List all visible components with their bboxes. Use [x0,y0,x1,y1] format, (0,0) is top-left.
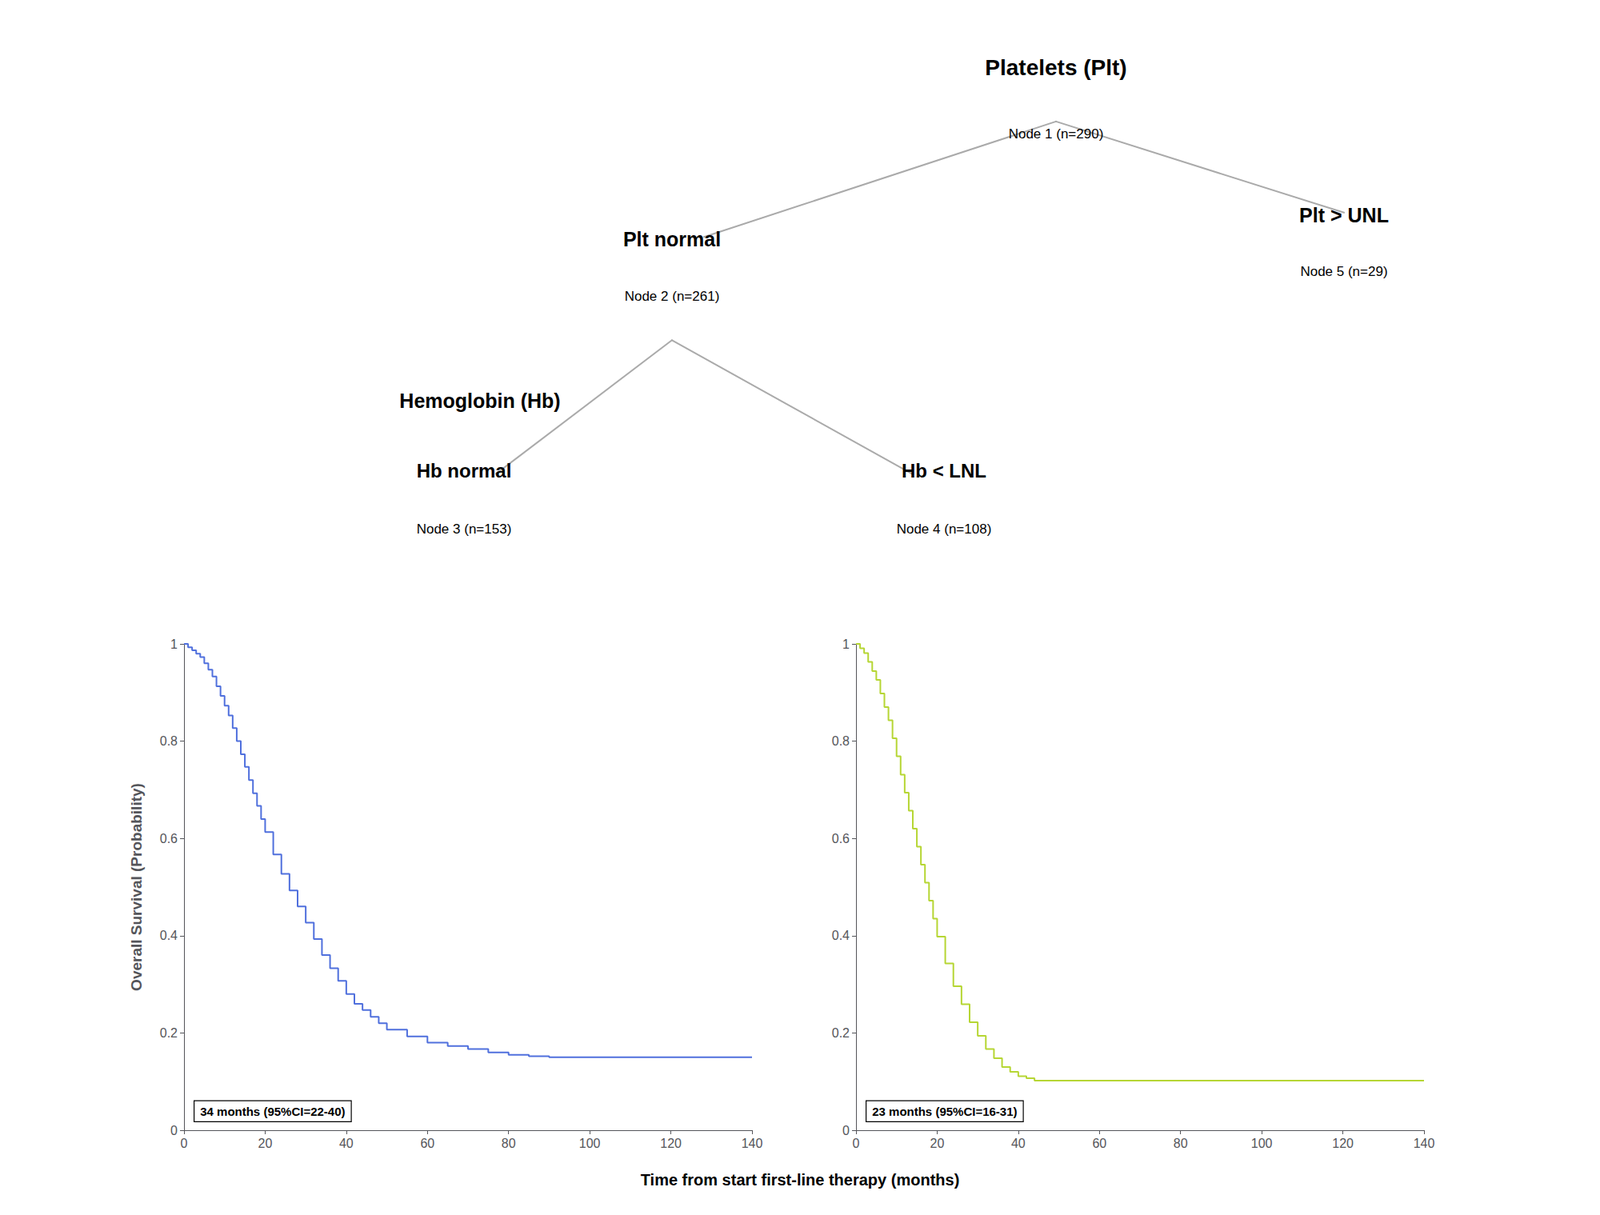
svg-text:0.6: 0.6 [832,832,850,846]
svg-text:20: 20 [930,1136,945,1151]
svg-text:80: 80 [501,1136,516,1151]
svg-text:0.8: 0.8 [832,734,850,748]
svg-text:120: 120 [660,1136,682,1151]
svg-text:20: 20 [258,1136,273,1151]
svg-text:0.4: 0.4 [160,928,178,943]
svg-text:100: 100 [1251,1136,1273,1151]
svg-text:0: 0 [842,1124,850,1138]
svg-text:0.2: 0.2 [832,1026,850,1040]
svg-text:0: 0 [852,1136,860,1151]
svg-text:Node 2 (n=261): Node 2 (n=261) [624,288,720,304]
svg-text:0: 0 [170,1124,178,1138]
svg-text:0.2: 0.2 [160,1026,178,1040]
svg-text:0.6: 0.6 [160,832,178,846]
svg-text:40: 40 [339,1136,354,1151]
svg-text:Node 4 (n=108): Node 4 (n=108) [896,521,992,537]
svg-text:100: 100 [579,1136,601,1151]
svg-text:0.8: 0.8 [160,734,178,748]
svg-text:0: 0 [180,1136,188,1151]
svg-text:Hb < LNL: Hb < LNL [901,460,987,482]
svg-text:120: 120 [1332,1136,1354,1151]
svg-text:Node 5 (n=29): Node 5 (n=29) [1300,264,1388,280]
svg-text:Hb normal: Hb normal [416,460,512,482]
svg-text:Plt > UNL: Plt > UNL [1299,204,1389,227]
svg-text:23 months (95%CI=16-31): 23 months (95%CI=16-31) [872,1104,1017,1119]
svg-text:40: 40 [1011,1136,1026,1151]
svg-text:1: 1 [170,637,178,652]
svg-text:34 months (95%CI=22-40): 34 months (95%CI=22-40) [200,1104,345,1119]
svg-text:Node 1 (n=290): Node 1 (n=290) [1008,126,1104,142]
svg-text:140: 140 [741,1136,764,1151]
svg-text:Platelets (Plt): Platelets (Plt) [984,55,1127,80]
svg-text:Node 3 (n=153): Node 3 (n=153) [416,521,512,537]
svg-text:Time from start first-line the: Time from start first-line therapy (mont… [640,1171,960,1189]
svg-text:0.4: 0.4 [832,928,850,943]
svg-text:Plt normal: Plt normal [623,228,721,251]
svg-text:60: 60 [420,1136,435,1151]
svg-text:80: 80 [1173,1136,1188,1151]
svg-text:1: 1 [842,637,850,652]
svg-text:Hemoglobin (Hb): Hemoglobin (Hb) [399,389,560,412]
svg-text:Overall Survival (Probability): Overall Survival (Probability) [128,783,145,992]
svg-text:140: 140 [1413,1136,1436,1151]
svg-text:60: 60 [1092,1136,1107,1151]
